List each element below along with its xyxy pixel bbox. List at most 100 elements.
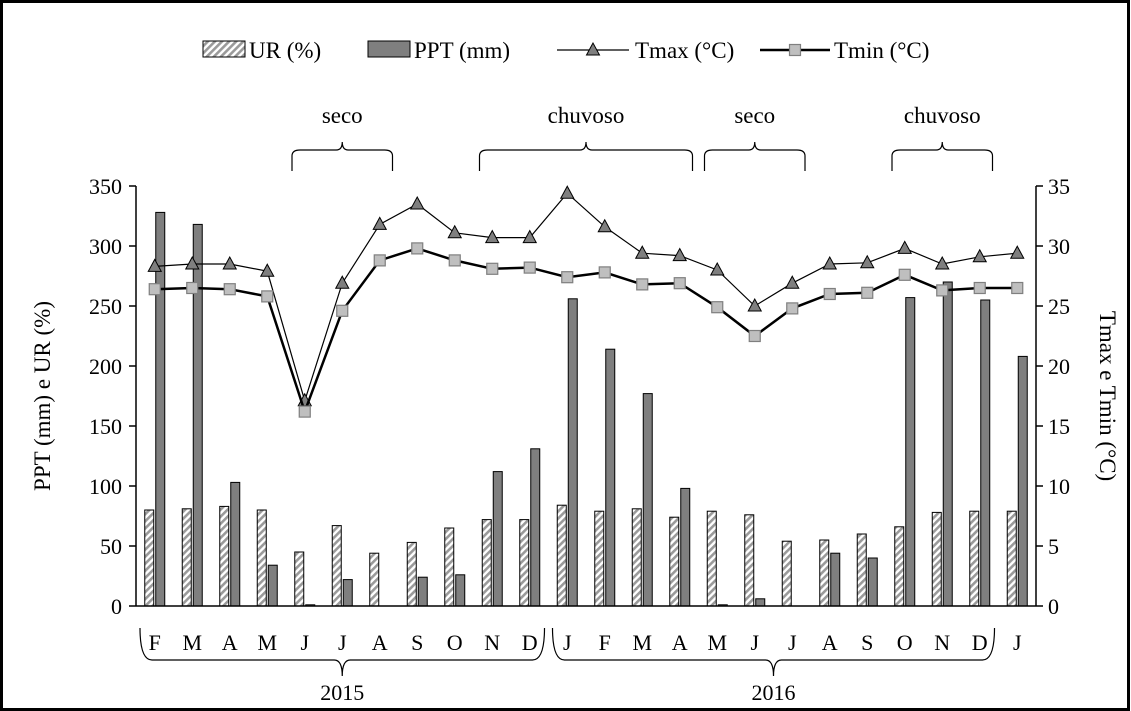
x-tick-label-15: M — [707, 630, 727, 655]
marker-tmin-22 — [973, 281, 986, 295]
bar-ur-3 — [256, 509, 267, 607]
year-label-1: 2016 — [752, 680, 796, 705]
marker-tmin-12 — [598, 266, 611, 279]
marker-tmin-5 — [336, 304, 349, 317]
x-tick-label-3: M — [257, 630, 277, 655]
marker-tmin-17 — [786, 302, 799, 315]
x-tick-label-1: M — [182, 630, 202, 655]
marker-tmin-2 — [223, 283, 236, 296]
marker-tmax-19 — [859, 254, 875, 269]
marker-tmin-6 — [373, 254, 386, 267]
x-tick-label-19: S — [861, 630, 873, 655]
bar-ppt-11 — [567, 298, 578, 607]
line-series — [147, 185, 1025, 418]
bar-ppt-18 — [830, 552, 841, 607]
bar-ur-1 — [181, 508, 192, 607]
y-tick-label-right-6: 30 — [1048, 234, 1070, 259]
marker-tmin-14 — [673, 277, 686, 290]
marker-tmax-0 — [147, 258, 163, 272]
bar-ppt-8 — [455, 574, 466, 607]
bar-ur-0 — [144, 509, 155, 607]
marker-tmax-2 — [222, 255, 238, 270]
marker-tmin-21 — [936, 284, 949, 297]
line-tmax — [154, 192, 1018, 403]
bar-ur-13 — [631, 508, 642, 607]
bar-ur-12 — [594, 510, 605, 607]
marker-tmax-10 — [522, 229, 538, 244]
bar-ppt-14 — [680, 487, 691, 607]
bar-ppt-9 — [492, 471, 503, 607]
y-tick-label-right-1: 5 — [1048, 534, 1059, 559]
y-tick-label-right-5: 25 — [1048, 294, 1070, 319]
x-tick-label-9: N — [484, 630, 500, 655]
marker-tmin-7 — [411, 242, 424, 255]
x-tick-label-8: O — [447, 630, 463, 655]
bar-ppt-16 — [755, 598, 766, 607]
y-tick-label-right-4: 20 — [1048, 354, 1070, 379]
y-tick-label-left-1: 50 — [100, 534, 122, 559]
legend-label-ppt: PPT (mm) — [414, 38, 510, 63]
bar-ppt-21 — [942, 281, 953, 607]
y-tick-label-left-7: 350 — [89, 174, 122, 199]
marker-tmax-21 — [934, 255, 950, 270]
marker-tmax-3 — [259, 263, 275, 277]
marker-tmin-11 — [561, 271, 574, 284]
x-tick-label-11: J — [563, 630, 572, 655]
marker-tmin-19 — [861, 286, 874, 299]
x-tick-label-14: A — [672, 630, 688, 655]
bar-ppt-20 — [905, 297, 916, 607]
bar-ppt-10 — [530, 448, 541, 607]
axes: 0 50 100 150 200 250 300 350 0 5 10 15 20 25 30 35 PPT (… — [30, 174, 1120, 619]
bar-ur-8 — [444, 527, 455, 607]
bar-ppt-22 — [980, 299, 991, 607]
year-label-0: 2015 — [320, 680, 364, 705]
bar-ur-23 — [1006, 510, 1017, 607]
x-tick-label-22: D — [972, 630, 988, 655]
bar-ur-14 — [669, 516, 680, 607]
bar-ur-9 — [481, 519, 492, 607]
marker-tmax-6 — [372, 216, 388, 230]
y-axis-label-right: Tmax e Tmin (°C) — [1095, 311, 1120, 481]
bar-ppt-1 — [192, 223, 203, 607]
bar-ur-22 — [969, 510, 980, 607]
bar-ppt-5 — [342, 579, 353, 607]
marker-tmax-1 — [184, 255, 200, 270]
bar-ppt-23 — [1017, 355, 1028, 607]
period-brace-0 — [291, 141, 394, 171]
marker-tmin-9 — [486, 262, 499, 275]
marker-tmin-23 — [1011, 281, 1024, 295]
period-label-2: seco — [734, 103, 775, 128]
marker-tmin-16 — [748, 329, 761, 343]
marker-tmax-23 — [1009, 245, 1025, 259]
period-label-3: chuvoso — [904, 103, 981, 128]
legend-label-tmax: Tmax (°C) — [635, 38, 734, 63]
x-tick-label-21: N — [934, 630, 950, 655]
y-tick-label-right-0: 0 — [1048, 594, 1059, 619]
x-tick-label-2: A — [222, 630, 238, 655]
legend-label-ur: UR (%) — [249, 38, 321, 63]
y-axis-label-left: PPT (mm) e UR (%) — [30, 301, 55, 491]
marker-tmin-18 — [823, 287, 836, 301]
legend-marker-tmin — [788, 43, 802, 57]
marker-tmax-8 — [447, 224, 463, 239]
bar-ur-7 — [406, 541, 417, 607]
year-bracket-0 — [139, 627, 546, 677]
x-tick-label-16: J — [750, 630, 759, 655]
x-tick-label-5: J — [338, 630, 347, 655]
period-annotations: seco chuvoso seco chuvoso — [291, 103, 994, 171]
period-label-1: chuvoso — [548, 103, 625, 128]
marker-tmax-11 — [559, 185, 575, 199]
y-tick-label-left-2: 100 — [89, 474, 122, 499]
legend-label-tmin: Tmin (°C) — [834, 38, 929, 63]
x-tick-label-6: A — [372, 630, 388, 655]
bar-ur-18 — [819, 539, 830, 607]
marker-tmax-12 — [597, 218, 613, 233]
marker-tmin-13 — [636, 278, 649, 291]
bar-ur-5 — [331, 525, 342, 607]
bar-ur-4 — [294, 551, 305, 607]
bar-ur-11 — [556, 504, 567, 607]
y-tick-label-left-6: 300 — [89, 234, 122, 259]
bar-ppt-13 — [642, 393, 653, 607]
bar-ur-19 — [856, 533, 867, 607]
legend-swatch-ur — [202, 40, 246, 58]
